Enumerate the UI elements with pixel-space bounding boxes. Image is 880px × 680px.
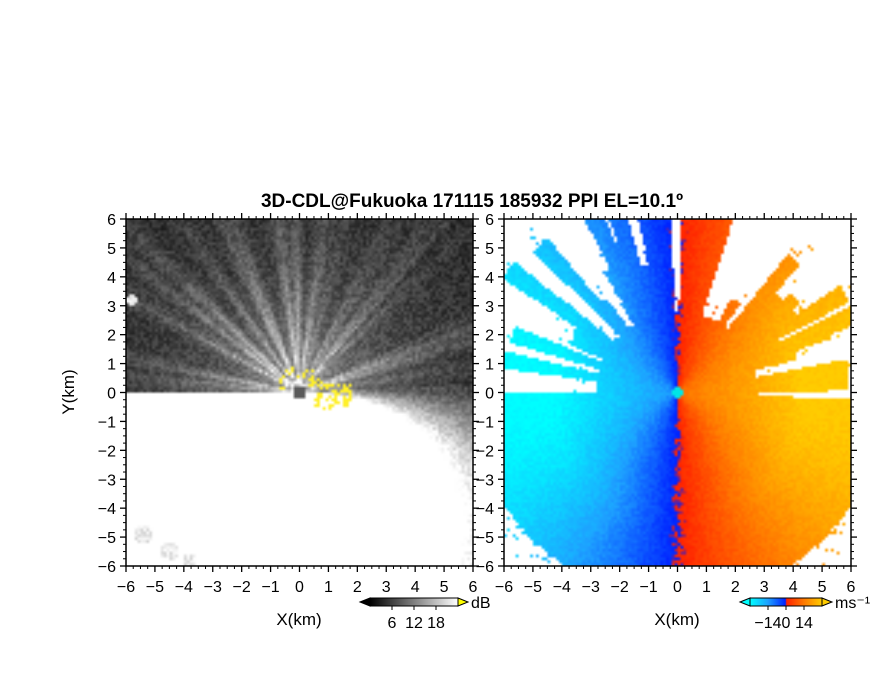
y-tick-label: 0	[485, 386, 494, 403]
x-tick-label: −4	[175, 579, 193, 596]
x-tick-label: 1	[702, 579, 711, 596]
x-tick-label: −2	[611, 579, 629, 596]
y-tick-label: 6	[485, 212, 494, 229]
snr-y-ticks: 6 5 4 3 2 1 0 −1 −2 −3 −4 −5 −6	[98, 212, 479, 576]
y-tick-label: −2	[98, 443, 116, 460]
x-tick-label: 0	[295, 579, 304, 596]
velocity-colorbar: −14 0 14 ms⁻¹	[738, 595, 870, 632]
y-tick-label: −5	[476, 530, 494, 547]
velocity-y-ticks: 6 5 4 3 2 1 0 −1 −2 −3 −4 −5 −6	[476, 212, 857, 576]
snr-field	[126, 219, 473, 566]
x-tick-label: 3	[382, 579, 391, 596]
x-tick-label: −1	[261, 579, 279, 596]
y-tick-label: −4	[98, 501, 116, 518]
x-tick-label: 1	[324, 579, 333, 596]
y-tick-label: −6	[476, 559, 494, 576]
y-tick-label: −4	[476, 501, 494, 518]
x-tick-label: −4	[553, 579, 571, 596]
x-tick-label: −2	[233, 579, 251, 596]
colorbar-gradient	[369, 597, 459, 607]
x-tick-label: −5	[146, 579, 164, 596]
x-tick-label: −3	[204, 579, 222, 596]
colorbar-tick-label: 0	[782, 615, 791, 632]
x-tick-label: 2	[731, 579, 740, 596]
colorbar-gradient	[749, 597, 823, 607]
y-tick-label: −1	[476, 414, 494, 431]
colorbar-over-arrow	[457, 597, 470, 607]
snr-panel: −6 −5 −4 −3 −2 −1 0 1 2 3 4 5 6 6543210−1−2−3−4−5−6 …	[59, 212, 491, 632]
x-tick-label: −6	[117, 579, 135, 596]
colorbar-unit: ms⁻¹	[835, 595, 870, 612]
snr-y-axis-title: Y(km)	[59, 369, 78, 414]
y-tick-label: −3	[98, 472, 116, 489]
colorbar-unit: dB	[471, 595, 491, 612]
velocity-field	[504, 219, 851, 566]
colorbar-under-arrow	[738, 597, 751, 607]
colorbar-tick-label: 6	[388, 615, 397, 632]
x-tick-label: 6	[469, 579, 478, 596]
figure-title: 3D-CDL@Fukuoka 171115 185932 PPI EL=10.1…	[261, 191, 683, 212]
y-tick-label: 1	[485, 357, 494, 374]
x-tick-label: −5	[524, 579, 542, 596]
y-tick-label: 5	[485, 241, 494, 258]
velocity-x-ticks: −6 −5 −4 −3 −2 −1 0 1 2 3 4 5 6	[495, 213, 856, 596]
x-tick-label: 3	[760, 579, 769, 596]
snr-x-ticks: −6 −5 −4 −3 −2 −1 0 1 2 3 4 5 6	[117, 213, 478, 596]
y-tick-label: 1	[107, 357, 116, 374]
y-tick-label: −6	[98, 559, 116, 576]
colorbar-tick-label: 12	[405, 615, 423, 632]
x-tick-label: 5	[440, 579, 449, 596]
colorbar-over-arrow	[821, 597, 834, 607]
x-tick-label: −6	[495, 579, 513, 596]
y-tick-label: 4	[107, 270, 116, 287]
x-tick-label: 6	[847, 579, 856, 596]
y-tick-label: −2	[476, 443, 494, 460]
x-tick-label: −1	[639, 579, 657, 596]
velocity-x-axis-title: X(km)	[654, 610, 699, 629]
x-tick-label: 2	[353, 579, 362, 596]
y-tick-label: 4	[485, 270, 494, 287]
x-tick-label: 4	[789, 579, 798, 596]
x-tick-label: 4	[411, 579, 420, 596]
y-tick-label: 2	[107, 328, 116, 345]
colorbar-under-arrow	[358, 597, 371, 607]
y-tick-label: −5	[98, 530, 116, 547]
y-tick-label: 0	[107, 386, 116, 403]
snr-colorbar: 6 12 18 dB	[358, 595, 491, 632]
y-tick-label: 5	[107, 241, 116, 258]
y-tick-label: −1	[98, 414, 116, 431]
y-tick-label: −3	[476, 472, 494, 489]
x-tick-label: 5	[818, 579, 827, 596]
velocity-panel: −6 −5 −4 −3 −2 −1 0 1 2 3 4 5 6 6 5 4 3 2 1 0 −1 −2 −3 −4 −5−6 …	[476, 212, 870, 632]
colorbar-tick-label: 18	[427, 615, 445, 632]
snr-x-axis-title: X(km)	[276, 610, 321, 629]
x-tick-label: 0	[673, 579, 682, 596]
x-tick-label: −3	[582, 579, 600, 596]
colorbar-tick-label: −14	[754, 615, 781, 632]
colorbar-tick-label: 14	[795, 615, 813, 632]
y-tick-label: 3	[485, 299, 494, 316]
y-tick-label: 6	[107, 212, 116, 229]
y-tick-label: 3	[107, 299, 116, 316]
y-tick-label: 2	[485, 328, 494, 345]
